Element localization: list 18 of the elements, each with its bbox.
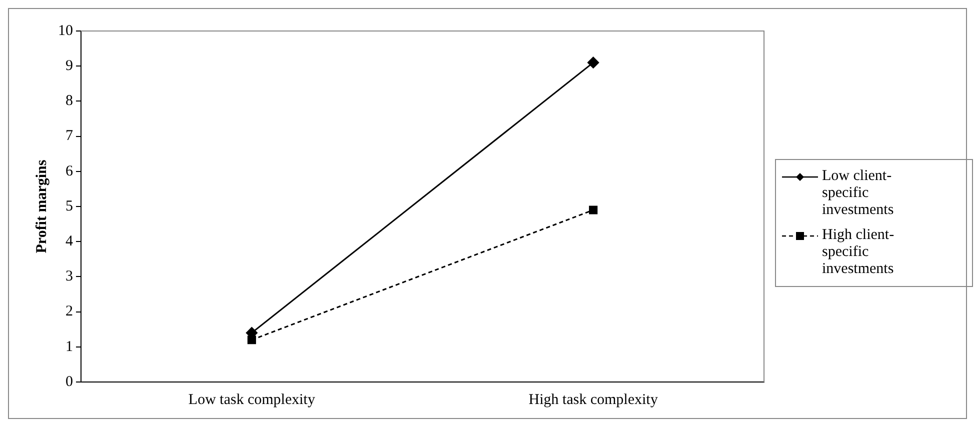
y-tick-label: 3 xyxy=(66,268,73,285)
y-tick-label: 4 xyxy=(66,234,74,250)
x-tick-label: Low task complexity xyxy=(188,392,316,408)
y-tick-label: 2 xyxy=(66,304,73,320)
legend-label: High client-specific investments xyxy=(822,227,896,278)
y-tick-label: 1 xyxy=(66,338,73,355)
point xyxy=(588,206,598,214)
y-tick-label: 0 xyxy=(66,374,73,390)
y-tick-label: 10 xyxy=(58,22,73,39)
point xyxy=(588,56,599,68)
x-tick-label: High task complexity xyxy=(528,392,658,408)
y-tick-label: 6 xyxy=(66,163,74,180)
y-axis-title: Profit margins xyxy=(34,160,50,254)
y-tick-label: 9 xyxy=(66,58,73,74)
y-tick-label: 8 xyxy=(66,93,73,110)
y-tick-label: 5 xyxy=(66,198,73,214)
legend-label: Low client-specific investments xyxy=(822,168,895,219)
y-tick-label: 7 xyxy=(66,128,74,144)
